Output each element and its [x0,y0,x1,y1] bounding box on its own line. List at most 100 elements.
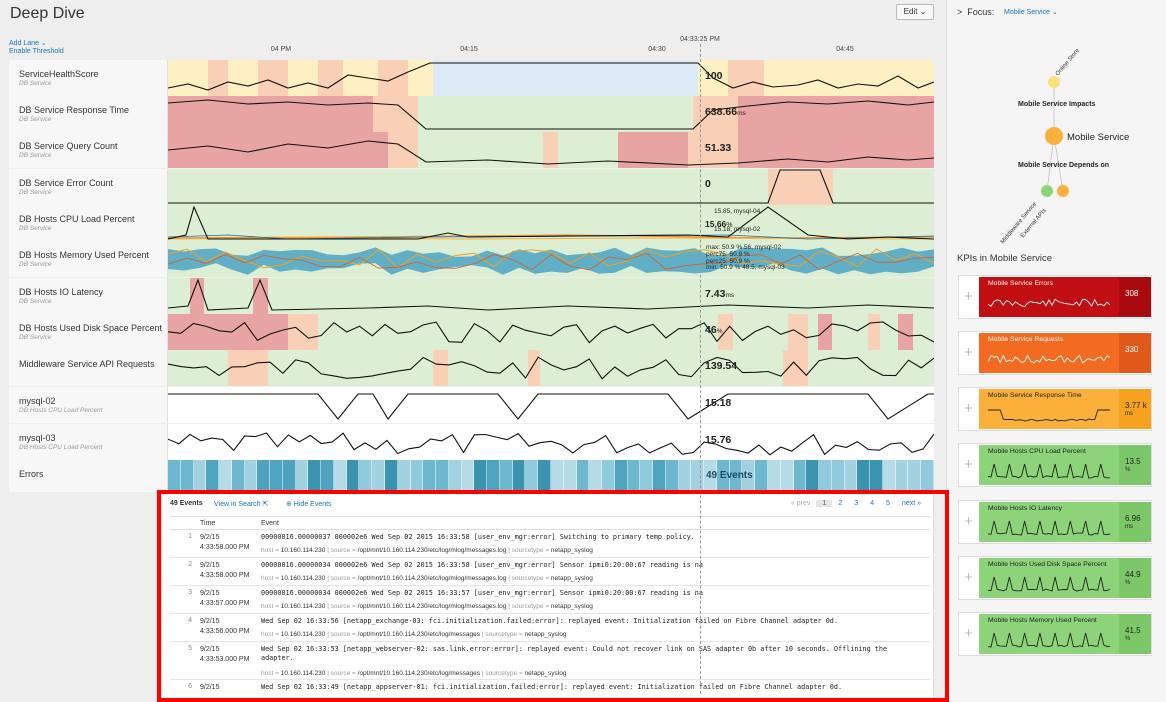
error-event-bar[interactable] [704,460,717,492]
add-kpi-plus-icon[interactable]: + [964,513,973,530]
error-event-bar[interactable] [716,460,730,492]
error-event-bar[interactable] [436,460,449,492]
error-event-bar[interactable] [653,460,666,492]
error-event-bar[interactable] [168,460,181,492]
chevron-right-icon[interactable]: > [957,7,963,17]
event-column-header[interactable]: Event [261,520,279,527]
error-event-bar[interactable] [372,460,386,492]
error-event-bar[interactable] [423,460,437,492]
lane-label[interactable]: mysql-02 DB Hosts CPU Load Percent [9,387,168,423]
kpi-tile[interactable]: + Mobile Hosts Memory Used Percent 41.5% [958,612,1152,656]
kpi-tile-body[interactable]: Mobile Service Response Time [979,389,1119,429]
error-event-bar[interactable] [333,460,347,492]
error-event-bar[interactable] [346,460,360,492]
error-event-bar[interactable] [448,460,462,492]
error-event-bar[interactable] [806,460,820,492]
error-event-bar[interactable] [206,460,220,492]
kpi-lane[interactable]: DB Service Error Count DB Service 0 [9,169,934,205]
error-event-bar[interactable] [793,460,807,492]
meta-sourcetype-value[interactable]: netapp_syslog [550,575,593,582]
kpi-tile-body[interactable]: Mobile Service Errors [979,277,1119,317]
error-event-bar[interactable] [461,460,475,492]
error-event-bar[interactable] [538,460,551,492]
error-event-bar[interactable] [691,460,705,492]
event-row[interactable]: 6 9/2/15 Wed Sep 02 16:33:49 [netapp_appse… [170,680,930,700]
lane-label[interactable]: DB Hosts IO Latency DB Service [9,278,168,314]
kpi-lane[interactable]: DB Hosts CPU Load Percent DB Service 15.66… [9,205,934,241]
meta-source-value[interactable]: /opt/mnt/10.160.114.230/etc/log/mlog/mes… [357,547,507,554]
lane-chart[interactable] [168,314,934,350]
kpi-lane[interactable]: DB Service Query Count DB Service 51.33 [9,132,934,168]
kpi-tile[interactable]: + Mobile Hosts IO Latency 6.96 ms [958,500,1152,544]
event-row[interactable]: 4 9/2/15 4:33:56.000 PM Wed Sep 02 16:33:56… [170,614,930,642]
error-event-bar[interactable] [755,460,768,492]
error-event-bar[interactable] [563,460,577,492]
lane-chart[interactable] [168,132,934,168]
meta-host-value[interactable]: 10.160.114.230 [280,575,326,582]
error-event-bar[interactable] [359,460,373,492]
error-event-bar[interactable] [257,460,271,492]
lane-label[interactable]: DB Hosts Memory Used Percent DB Service [9,241,168,277]
event-row[interactable]: 2 9/2/15 4:33:58.000 PM 00000016.00000034 0… [170,558,930,586]
time-cursor-line[interactable] [700,44,701,694]
kpi-lane[interactable]: ServiceHealthScore DB Service 100 [9,60,934,96]
error-event-bar[interactable] [602,460,615,492]
meta-host-value[interactable]: 10.160.114.230 [280,631,326,638]
lane-label[interactable]: DB Service Query Count DB Service [9,132,168,168]
error-event-bar[interactable] [397,460,411,492]
error-event-bar[interactable] [487,460,500,492]
meta-source-value[interactable]: /opt/mnt/10.160.114.230/etc/log/mlog/mes… [357,575,507,582]
error-event-bar[interactable] [742,460,756,492]
error-event-bar[interactable] [525,460,539,492]
error-event-bar[interactable] [882,460,896,492]
meta-sourcetype-value[interactable]: netapp_syslog [550,603,593,610]
error-event-bar[interactable] [819,460,832,492]
kpi-lane[interactable]: mysql-02 DB Hosts CPU Load Percent 15.18 [9,387,934,423]
add-kpi-plus-icon[interactable]: + [964,569,973,586]
lane-label[interactable]: DB Service Error Count DB Service [9,169,168,205]
meta-sourcetype-value[interactable]: netapp_syslog [550,547,593,554]
lane-label[interactable]: mysql-03 DB Hosts CPU Load Percent [9,424,168,460]
error-event-bar[interactable] [921,460,934,492]
error-event-bar[interactable] [231,460,245,492]
add-kpi-plus-icon[interactable]: + [964,400,973,417]
focus-service-dropdown[interactable]: Mobile Service ⌄ [1004,9,1058,16]
page-link-5[interactable]: 5 [886,500,890,507]
error-event-bar[interactable] [282,460,296,492]
middleware-service-node[interactable] [1041,185,1053,197]
error-event-bar[interactable] [767,460,781,492]
error-event-bar[interactable] [219,460,232,492]
enable-threshold-link[interactable]: Enable Threshold [9,48,64,55]
time-column-header[interactable]: Time [200,520,216,527]
add-kpi-plus-icon[interactable]: + [964,288,973,305]
kpi-tile[interactable]: + Mobile Service Requests 330 [958,331,1152,375]
error-event-bar[interactable] [321,460,334,492]
error-event-bar[interactable] [550,460,564,492]
lane-chart[interactable] [168,387,934,423]
kpi-tile-body[interactable]: Mobile Hosts IO Latency [979,502,1119,542]
external-apis-node[interactable] [1057,185,1069,197]
meta-host-value[interactable]: 10.160.114.230 [280,547,326,554]
errors-lane[interactable]: Errors 49 Events [9,460,934,492]
lane-chart[interactable] [168,350,934,386]
meta-host-value[interactable]: 10.160.114.230 [280,670,326,677]
prev-page-link[interactable]: « prev [790,500,811,507]
kpi-tile[interactable]: + Mobile Service Errors 308 [958,275,1152,319]
lane-chart[interactable] [168,205,934,241]
edit-button[interactable]: Edit ⌄ [896,4,934,20]
meta-source-value[interactable]: /opt/mnt/10.160.114.230/etc/log/messages [357,670,481,677]
page-link-1[interactable]: 1 [816,500,833,507]
error-event-bar[interactable] [385,460,398,492]
page-link-3[interactable]: 3 [854,500,859,507]
kpi-tile[interactable]: + Mobile Hosts CPU Load Percent 13.5% [958,443,1152,487]
lane-label[interactable]: ServiceHealthScore DB Service [9,60,168,96]
lane-label[interactable]: Middleware Service API Requests [9,350,168,386]
error-event-bar[interactable] [180,460,194,492]
error-event-bar[interactable] [474,460,488,492]
kpi-tile-body[interactable]: Mobile Service Requests [979,333,1119,373]
lane-label[interactable]: DB Hosts Used Disk Space Percent DB Servi… [9,314,168,350]
kpi-lane[interactable]: DB Hosts Memory Used Percent DB Service [9,241,934,277]
page-link-2[interactable]: 2 [838,500,843,507]
kpi-tile-body[interactable]: Mobile Hosts Used Disk Space Percent [979,558,1119,598]
error-event-bar[interactable] [270,460,283,492]
